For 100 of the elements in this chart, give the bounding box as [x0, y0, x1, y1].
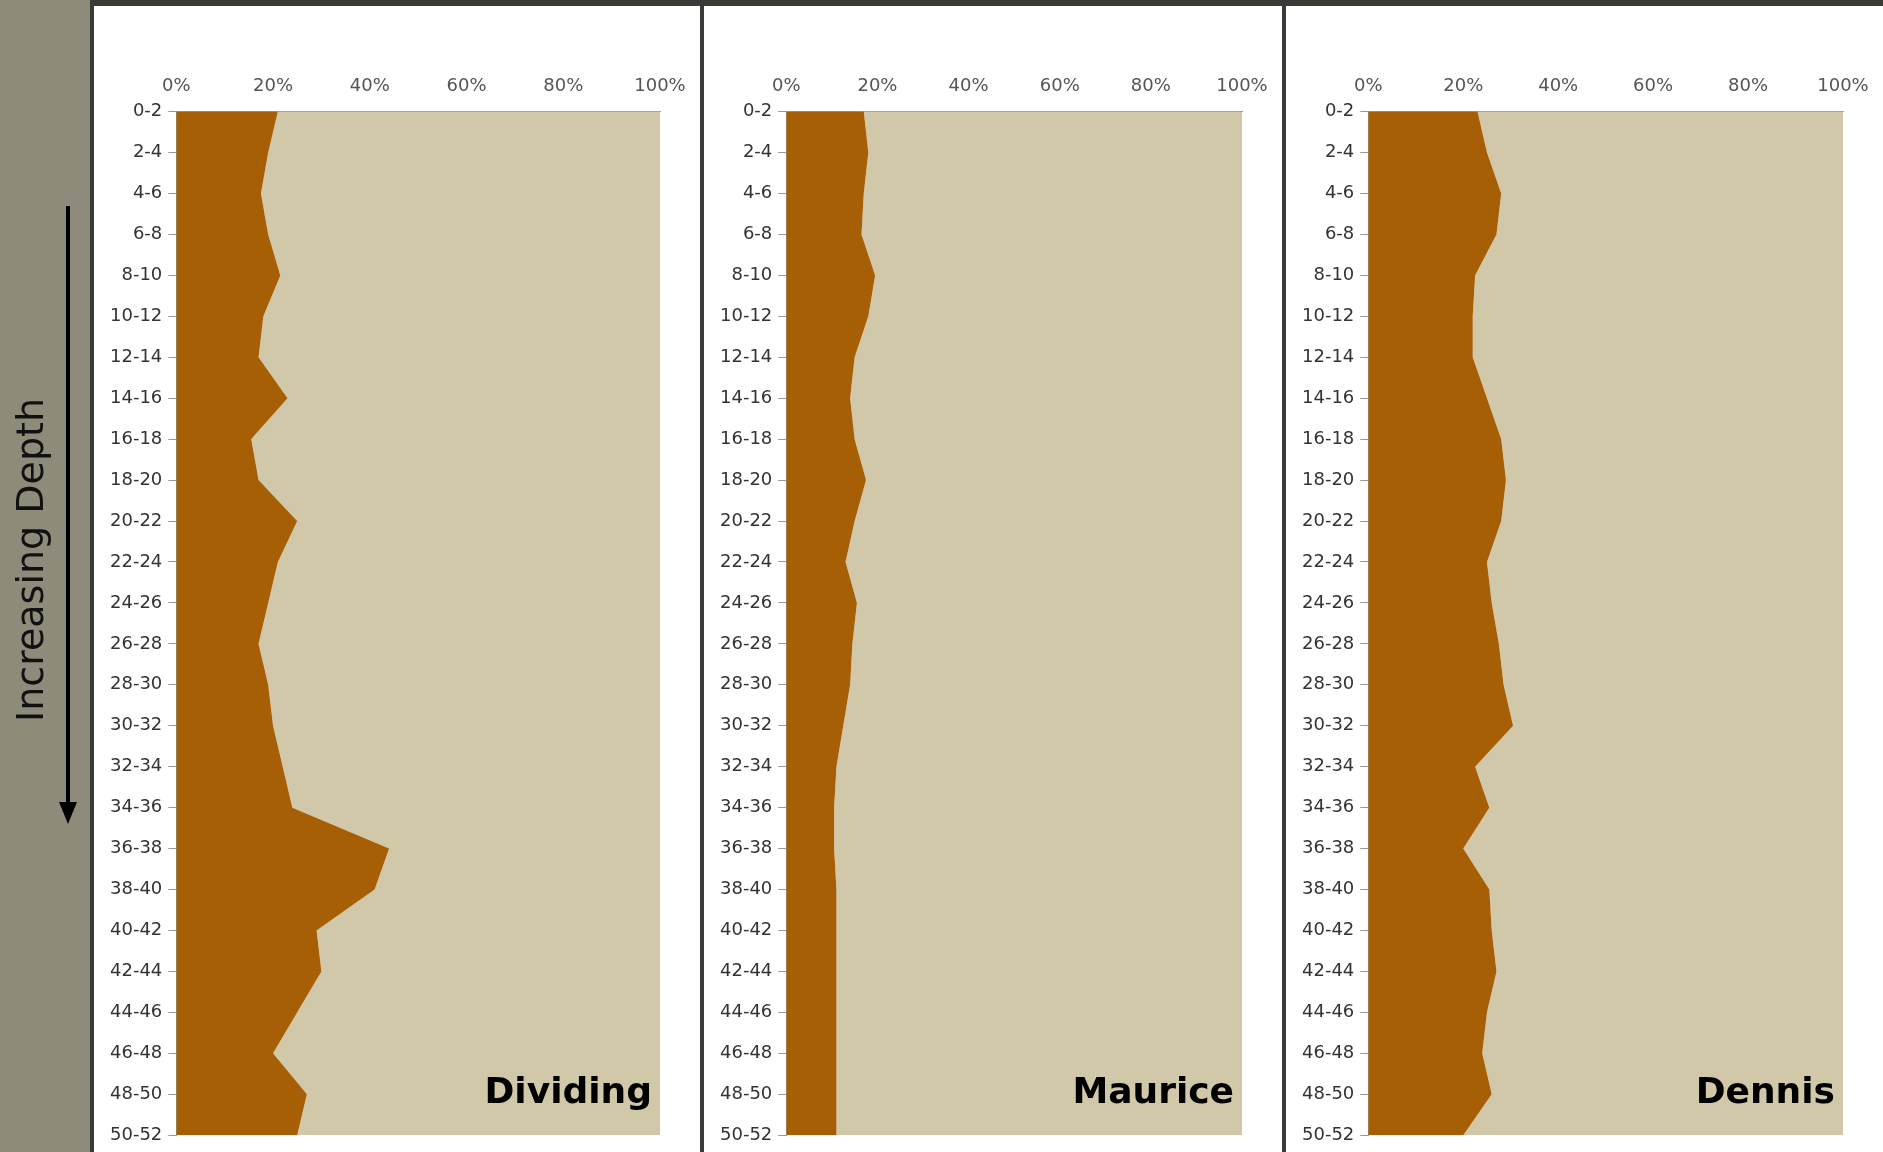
y-tick-label: 22-24	[109, 549, 163, 571]
x-tick-label: 100%	[1216, 74, 1268, 96]
y-tick-label: 30-32	[719, 713, 773, 735]
x-tick-label: 100%	[634, 74, 686, 96]
y-tick-label: 20-22	[719, 508, 773, 530]
y-tick-label: 50-52	[719, 1122, 773, 1144]
y-tick-label: 0-2	[742, 99, 773, 121]
x-tick-label: 60%	[1039, 74, 1080, 96]
y-tick-label: 44-46	[719, 1000, 773, 1022]
y-tick-label: 42-44	[719, 959, 773, 981]
x-tick-label: 40%	[948, 74, 989, 96]
y-tick-label: 34-36	[719, 795, 773, 817]
y-tick-label: 32-34	[719, 754, 773, 776]
x-tick-label: 80%	[1728, 74, 1769, 96]
y-tick-label: 4-6	[742, 181, 773, 203]
y-tick-label: 8-10	[731, 263, 773, 285]
y-tick-label: 16-18	[109, 426, 163, 448]
y-tick-label: 46-48	[719, 1040, 773, 1062]
y-tick-label: 26-28	[1301, 631, 1355, 653]
y-tick-label: 38-40	[719, 877, 773, 899]
y-tick-label: 14-16	[1301, 385, 1355, 407]
y-tick-label: 20-22	[1301, 508, 1355, 530]
y-tick-label: 8-10	[121, 263, 163, 285]
annotation: Maurice	[1072, 1069, 1234, 1111]
y-tick-label: 36-38	[719, 836, 773, 858]
y-tick-label: 46-48	[1301, 1040, 1355, 1062]
y-tick-label: 20-22	[109, 508, 163, 530]
y-tick-label: 4-6	[132, 181, 163, 203]
x-tick-label: 0%	[772, 74, 801, 96]
y-tick-label: 2-4	[742, 140, 773, 162]
y-tick-label: 32-34	[109, 754, 163, 776]
y-tick-label: 28-30	[719, 672, 773, 694]
y-tick-label: 18-20	[719, 467, 773, 489]
y-tick-label: 40-42	[1301, 918, 1355, 940]
y-tick-label: 8-10	[1313, 263, 1355, 285]
y-tick-label: 32-34	[1301, 754, 1355, 776]
y-tick-label: 4-6	[1324, 181, 1355, 203]
y-tick-label: 16-18	[719, 426, 773, 448]
x-tick-label: 0%	[1354, 74, 1383, 96]
y-tick-label: 16-18	[1301, 426, 1355, 448]
annotation: Dennis	[1695, 1069, 1835, 1111]
y-tick-label: 24-26	[109, 590, 163, 612]
y-tick-label: 48-50	[1301, 1081, 1355, 1103]
y-tick-label: 6-8	[742, 222, 773, 244]
y-tick-label: 44-46	[1301, 1000, 1355, 1022]
x-tick-label: 80%	[1130, 74, 1171, 96]
y-tick-label: 18-20	[109, 467, 163, 489]
y-tick-label: 36-38	[109, 836, 163, 858]
y-tick-label: 14-16	[109, 385, 163, 407]
y-tick-label: 40-42	[719, 918, 773, 940]
y-tick-label: 6-8	[1324, 222, 1355, 244]
x-tick-label: 100%	[1817, 74, 1869, 96]
y-tick-label: 28-30	[1301, 672, 1355, 694]
y-tick-label: 26-28	[109, 631, 163, 653]
y-tick-label: 44-46	[109, 1000, 163, 1022]
x-tick-label: 80%	[543, 74, 584, 96]
y-tick-label: 50-52	[1301, 1122, 1355, 1144]
y-tick-label: 46-48	[109, 1040, 163, 1062]
x-tick-label: 20%	[1443, 74, 1484, 96]
y-tick-label: 40-42	[109, 918, 163, 940]
y-tick-label: 34-36	[109, 795, 163, 817]
y-tick-label: 22-24	[1301, 549, 1355, 571]
y-tick-label: 18-20	[1301, 467, 1355, 489]
y-tick-label: 22-24	[719, 549, 773, 571]
y-tick-label: 42-44	[1301, 959, 1355, 981]
x-tick-label: 20%	[857, 74, 898, 96]
y-tick-label: 12-14	[109, 344, 163, 366]
y-tick-label: 50-52	[109, 1122, 163, 1144]
y-tick-label: 34-36	[1301, 795, 1355, 817]
y-tick-label: 2-4	[1324, 140, 1355, 162]
y-tick-label: 10-12	[719, 303, 773, 325]
y-tick-label: 38-40	[109, 877, 163, 899]
y-tick-label: 14-16	[719, 385, 773, 407]
y-tick-label: 12-14	[719, 344, 773, 366]
y-tick-label: 10-12	[109, 303, 163, 325]
x-tick-label: 40%	[349, 74, 390, 96]
y-tick-label: 10-12	[1301, 303, 1355, 325]
y-tick-label: 0-2	[132, 99, 163, 121]
y-tick-label: 36-38	[1301, 836, 1355, 858]
y-tick-label: 24-26	[1301, 590, 1355, 612]
y-tick-label: 38-40	[1301, 877, 1355, 899]
y-tick-label: 12-14	[1301, 344, 1355, 366]
x-tick-label: 0%	[162, 74, 191, 96]
x-tick-label: 20%	[253, 74, 294, 96]
y-tick-label: 2-4	[132, 140, 163, 162]
y-axis-title: Increasing Depth	[8, 397, 52, 723]
y-tick-label: 30-32	[109, 713, 163, 735]
y-tick-label: 24-26	[719, 590, 773, 612]
x-tick-label: 40%	[1538, 74, 1579, 96]
annotation: Dividing	[484, 1069, 652, 1111]
y-tick-label: 30-32	[1301, 713, 1355, 735]
y-tick-label: 48-50	[109, 1081, 163, 1103]
y-tick-label: 42-44	[109, 959, 163, 981]
x-tick-label: 60%	[1633, 74, 1674, 96]
x-tick-label: 60%	[446, 74, 487, 96]
y-tick-label: 28-30	[109, 672, 163, 694]
y-tick-label: 48-50	[719, 1081, 773, 1103]
y-tick-label: 6-8	[132, 222, 163, 244]
y-tick-label: 0-2	[1324, 99, 1355, 121]
y-tick-label: 26-28	[719, 631, 773, 653]
